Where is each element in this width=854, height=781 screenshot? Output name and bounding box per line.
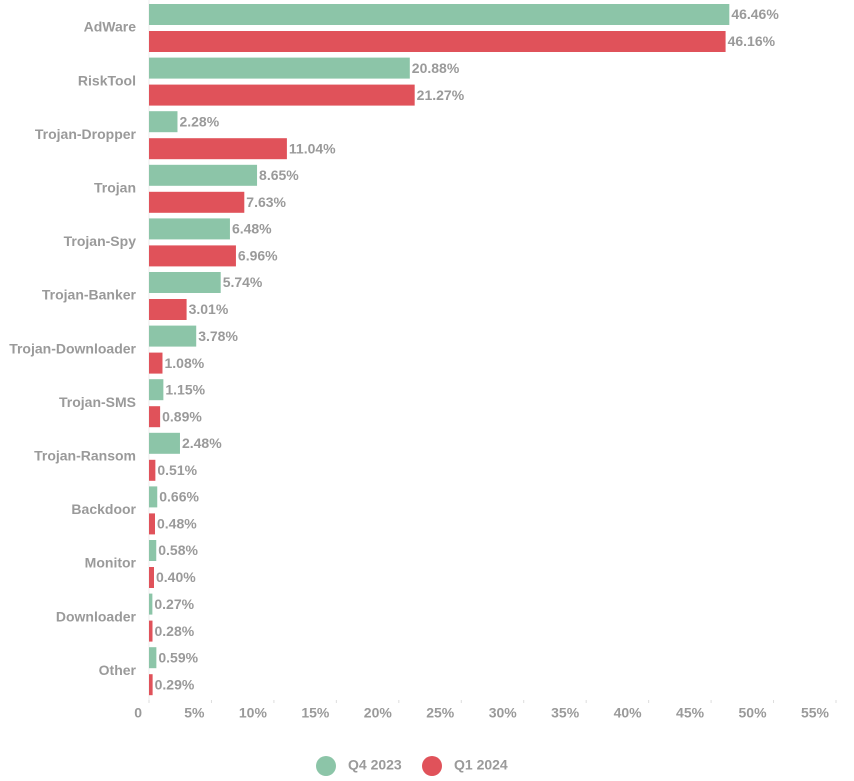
x-tick-label: 25% — [426, 705, 455, 721]
value-label: 1.15% — [165, 381, 205, 397]
bar — [149, 191, 245, 213]
bar — [149, 4, 730, 25]
legend-label: Q1 2024 — [454, 757, 508, 773]
bar — [149, 84, 415, 106]
legend-label: Q4 2023 — [348, 757, 402, 773]
y-tick-label: Other — [99, 662, 137, 678]
y-tick-label: RiskTool — [78, 72, 136, 88]
y-tick-label: Trojan-SMS — [59, 394, 136, 410]
value-label: 0.40% — [156, 569, 196, 585]
bar — [149, 647, 157, 669]
value-label: 2.28% — [179, 113, 219, 129]
y-tick-label: Downloader — [56, 608, 137, 624]
value-label: 0.51% — [157, 462, 197, 478]
value-label: 21.27% — [417, 87, 465, 103]
value-label: 11.04% — [289, 140, 336, 156]
bar — [149, 218, 230, 240]
value-label: 3.01% — [189, 301, 229, 317]
bar — [149, 111, 178, 133]
y-tick-label: Backdoor — [71, 501, 136, 517]
bar — [149, 325, 197, 347]
bar — [149, 432, 180, 454]
bar — [149, 245, 236, 267]
bar — [149, 299, 187, 320]
value-label: 0.28% — [154, 623, 194, 639]
value-label: 20.88% — [412, 60, 460, 76]
bar — [149, 164, 258, 186]
bar — [149, 567, 154, 588]
value-label: 46.46% — [731, 6, 779, 22]
bar — [149, 486, 158, 508]
bar — [149, 406, 161, 428]
value-label: 1.08% — [164, 355, 204, 371]
value-label: 0.58% — [158, 542, 198, 558]
x-tick-label: 5% — [184, 705, 205, 721]
value-label: 3.78% — [198, 328, 238, 344]
bar — [149, 31, 726, 52]
value-label: 0.89% — [162, 408, 202, 424]
x-tick-label: 35% — [551, 705, 580, 721]
value-label: 6.48% — [232, 221, 272, 237]
x-tick-label: 45% — [676, 705, 705, 721]
bar — [149, 57, 410, 79]
bar — [149, 138, 287, 160]
bar — [149, 379, 164, 401]
value-label: 0.27% — [154, 596, 194, 612]
value-label: 0.59% — [158, 649, 198, 665]
value-label: 0.66% — [159, 489, 199, 505]
x-tick-label: 55% — [801, 705, 830, 721]
x-tick-label: 30% — [489, 705, 518, 721]
bar — [149, 513, 155, 535]
value-label: 5.74% — [223, 274, 263, 290]
y-tick-label: Trojan-Dropper — [35, 126, 137, 142]
legend-marker — [316, 756, 336, 776]
x-tick-label: 20% — [364, 705, 393, 721]
y-tick-label: AdWare — [84, 19, 137, 35]
x-tick-label: 40% — [614, 705, 643, 721]
y-tick-label: Trojan — [94, 180, 136, 196]
bar — [149, 459, 156, 481]
y-tick-label: Trojan-Banker — [42, 287, 137, 303]
x-tick-label: 50% — [739, 705, 768, 721]
value-label: 6.96% — [238, 248, 278, 264]
x-tick-label: 15% — [301, 705, 330, 721]
bar — [149, 593, 153, 615]
x-tick-label: 10% — [239, 705, 268, 721]
bar — [149, 620, 153, 642]
bar — [149, 674, 153, 696]
value-label: 7.63% — [246, 194, 286, 210]
y-tick-label: Trojan-Ransom — [34, 448, 136, 464]
y-tick-label: Monitor — [85, 555, 137, 571]
bar — [149, 272, 221, 293]
value-label: 46.16% — [728, 33, 776, 49]
y-tick-label: Trojan-Spy — [64, 233, 137, 249]
legend-marker — [422, 756, 442, 776]
bar — [149, 352, 163, 374]
y-tick-label: Trojan-Downloader — [9, 340, 136, 356]
bar — [149, 540, 157, 561]
value-label: 0.29% — [155, 676, 195, 692]
value-label: 2.48% — [182, 435, 222, 451]
value-label: 8.65% — [259, 167, 299, 183]
value-label: 0.48% — [157, 516, 197, 532]
x-tick-label: 0 — [134, 705, 142, 721]
